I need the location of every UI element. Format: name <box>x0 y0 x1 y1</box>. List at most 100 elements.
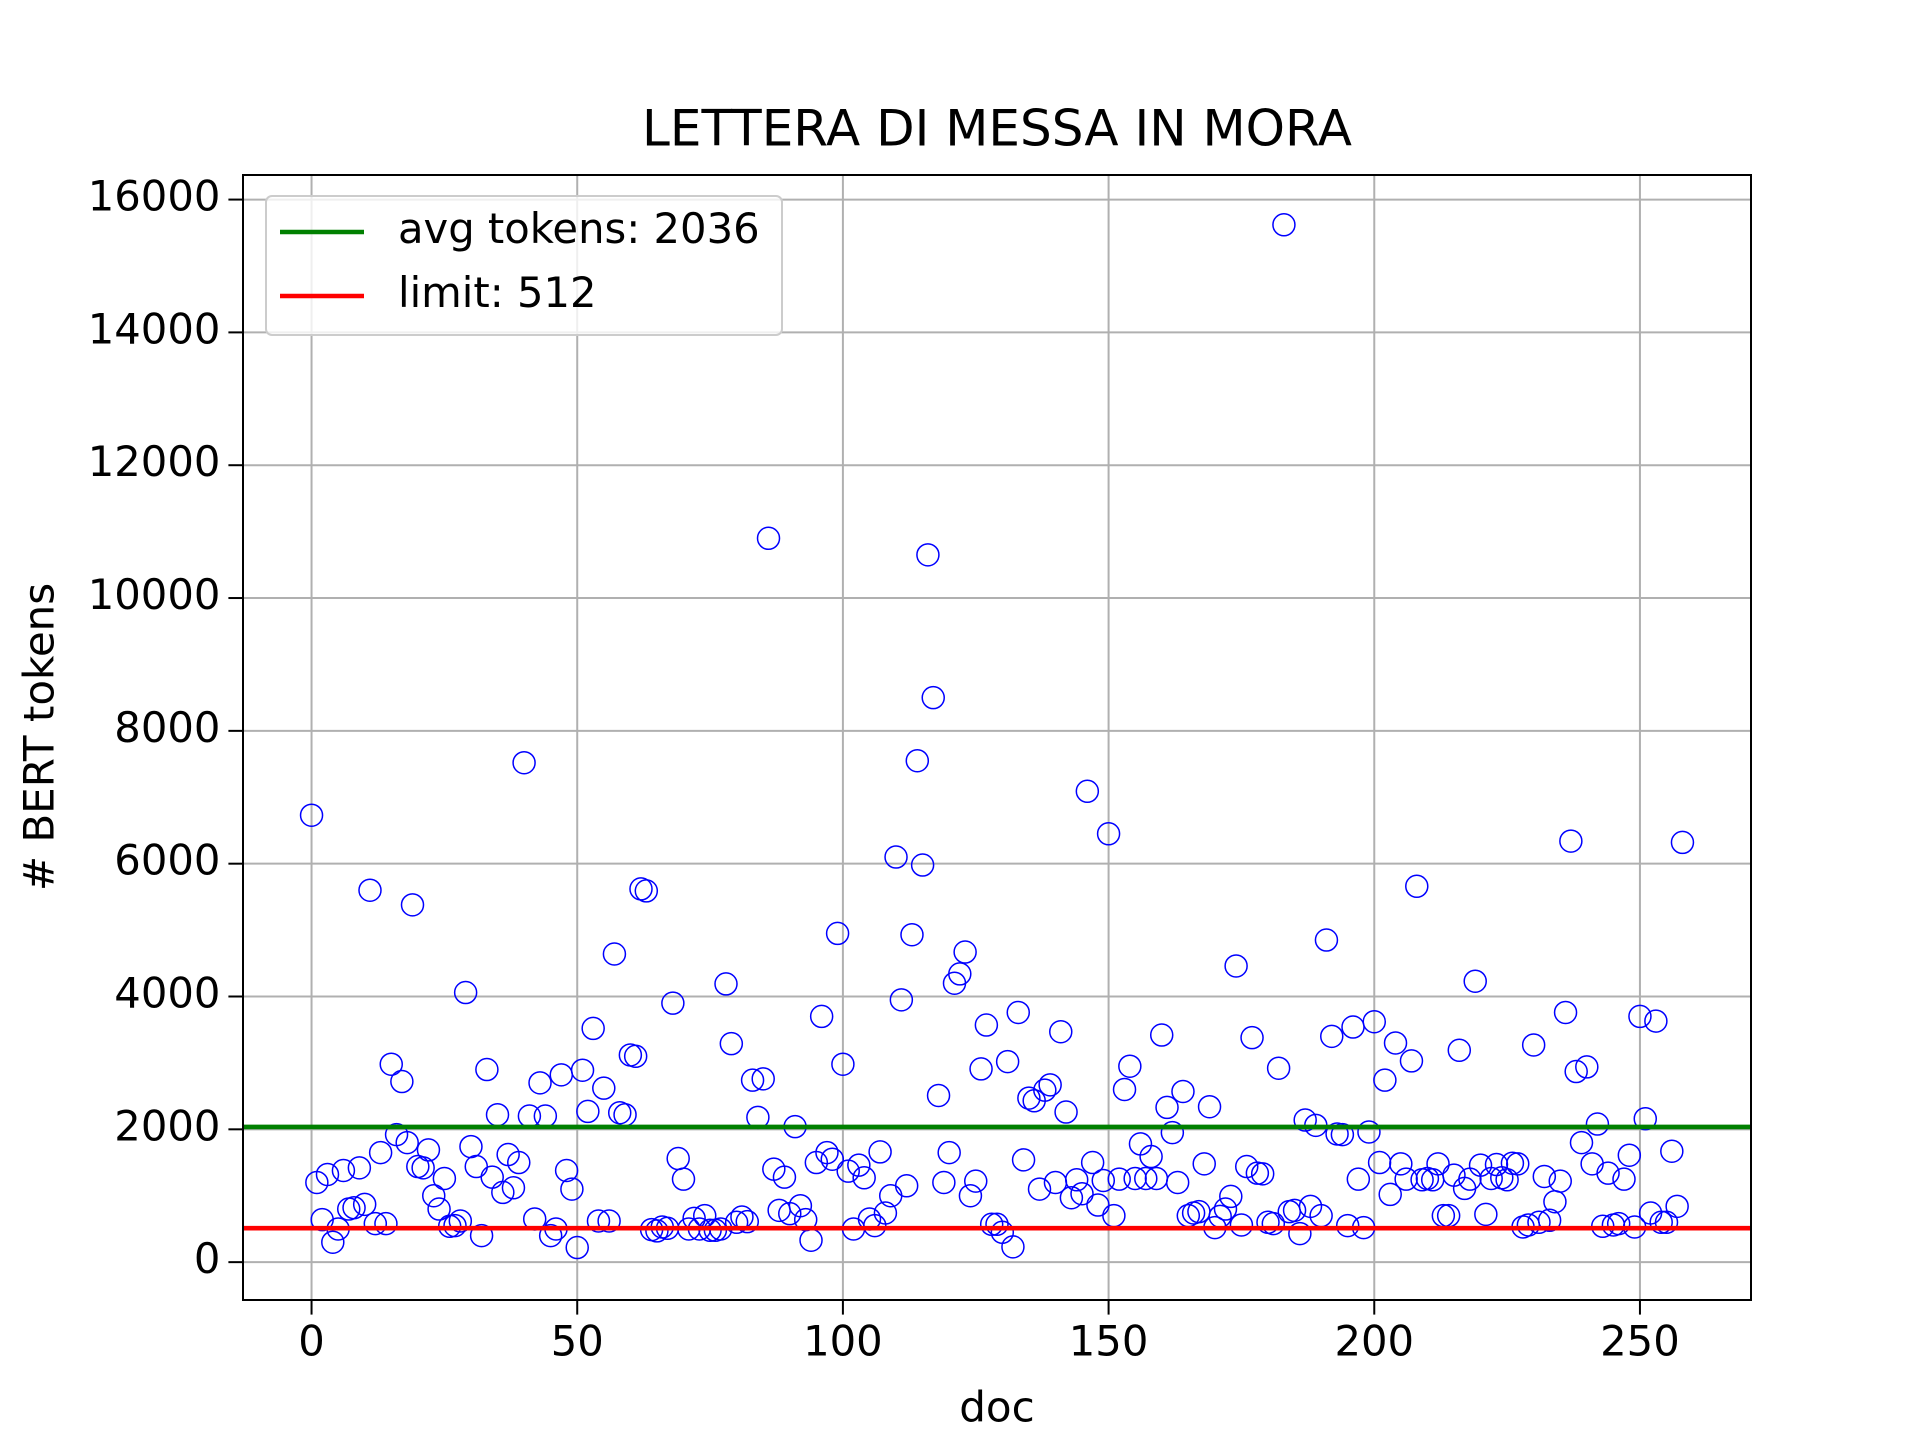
point <box>592 1076 616 1100</box>
y-tick-label: 2000 <box>114 1101 220 1150</box>
y-tick-label: 14000 <box>88 304 221 353</box>
point <box>825 921 850 946</box>
legend-label: avg tokens: 2036 <box>398 204 760 253</box>
point <box>1505 1152 1530 1176</box>
point <box>921 685 945 710</box>
point <box>1282 1198 1307 1223</box>
point <box>751 1067 775 1091</box>
x-tick-label: 0 <box>298 1317 325 1366</box>
point <box>671 1167 696 1191</box>
point <box>1017 1086 1041 1110</box>
point <box>1049 1019 1073 1044</box>
point <box>1165 1170 1190 1195</box>
point <box>756 526 781 551</box>
point <box>1389 1152 1413 1176</box>
point <box>1096 822 1121 846</box>
point <box>788 1193 813 1218</box>
point <box>1543 1189 1567 1214</box>
point <box>1660 1139 1684 1163</box>
point <box>1405 874 1429 899</box>
y-tick-label: 0 <box>194 1234 221 1283</box>
x-tick-label: 200 <box>1334 1317 1414 1366</box>
point <box>847 1153 871 1177</box>
point <box>995 1049 1020 1074</box>
x-tick-label: 100 <box>803 1317 883 1366</box>
point <box>480 1165 504 1189</box>
point <box>1059 1185 1084 1210</box>
point <box>1293 1108 1317 1132</box>
point <box>666 1146 690 1171</box>
point <box>932 1170 956 1195</box>
point <box>1075 779 1100 804</box>
point <box>1102 1203 1126 1228</box>
point <box>937 1140 961 1165</box>
point <box>1606 1211 1631 1236</box>
point <box>390 1069 414 1094</box>
point <box>730 1205 754 1229</box>
point <box>1649 1210 1673 1235</box>
point <box>565 1235 589 1260</box>
point <box>363 1211 388 1236</box>
point <box>443 1213 467 1238</box>
point <box>1250 1162 1275 1186</box>
point <box>1171 1079 1195 1104</box>
point <box>469 1223 494 1248</box>
point <box>1054 1100 1078 1124</box>
point <box>1219 1184 1243 1209</box>
y-tick-label: 12000 <box>88 437 221 486</box>
point <box>400 893 425 917</box>
point <box>501 1176 526 1200</box>
point <box>1320 1024 1344 1049</box>
point <box>900 922 924 947</box>
point <box>352 1192 377 1217</box>
point <box>315 1162 340 1187</box>
point <box>910 853 935 877</box>
point <box>528 1071 552 1095</box>
point <box>299 803 324 827</box>
point <box>1006 1000 1031 1025</box>
point <box>1612 1167 1636 1191</box>
point <box>368 1140 393 1165</box>
point <box>958 1183 983 1208</box>
point <box>448 1209 473 1233</box>
point <box>1091 1168 1116 1193</box>
plot-frame <box>242 174 1752 1301</box>
point <box>1585 1112 1610 1136</box>
x-axis-label: doc <box>959 1383 1034 1432</box>
point <box>374 1211 398 1236</box>
point <box>974 1013 999 1037</box>
point <box>1436 1203 1461 1228</box>
point <box>985 1212 1009 1237</box>
point <box>427 1197 451 1221</box>
point <box>623 1044 648 1069</box>
point <box>868 1140 892 1164</box>
point <box>894 1174 919 1198</box>
point <box>1033 1078 1057 1102</box>
point <box>963 1169 988 1193</box>
point <box>586 1209 611 1233</box>
point <box>432 1166 457 1191</box>
point <box>1357 1120 1381 1144</box>
point <box>873 1201 898 1225</box>
point <box>1564 1059 1588 1084</box>
point <box>533 1104 558 1128</box>
point <box>820 1147 845 1171</box>
point <box>815 1140 839 1165</box>
point <box>1665 1194 1689 1219</box>
point <box>485 1102 510 1127</box>
point <box>1197 1094 1222 1119</box>
point <box>395 1130 419 1155</box>
point <box>740 1068 765 1092</box>
point <box>1134 1166 1158 1191</box>
legend-box <box>265 195 783 336</box>
point <box>1064 1168 1089 1192</box>
point <box>1240 1025 1264 1050</box>
point <box>1463 969 1487 993</box>
point <box>1261 1211 1286 1236</box>
point <box>347 1156 372 1180</box>
point <box>1346 1167 1371 1191</box>
point <box>1288 1221 1312 1246</box>
x-tick-label: 50 <box>551 1317 604 1366</box>
point <box>464 1154 489 1179</box>
